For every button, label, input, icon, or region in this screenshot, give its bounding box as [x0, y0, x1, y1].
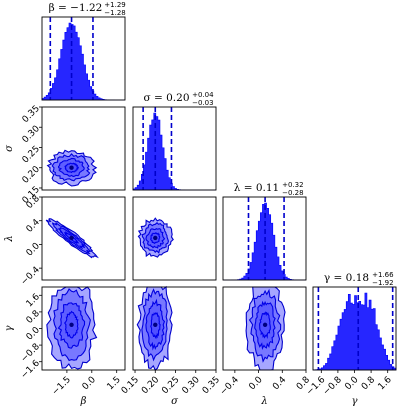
x-tick-label-1-4: 0.35	[201, 375, 222, 396]
y-tick-label-3-3: 0.8	[25, 309, 42, 326]
x-tick-label-1-0: 0.15	[120, 375, 141, 396]
panel-frame-2-3	[222, 286, 307, 371]
panel-title-3: γ = 0.18	[324, 272, 369, 284]
y-tick-label-3-4: 1.6	[25, 292, 42, 309]
x-tick-label-2-2: 0.4	[271, 375, 288, 392]
histogram-panel-2: λ = 0.11 +0.32−0.28	[223, 181, 306, 281]
contour-panel-2-3	[245, 286, 286, 371]
histogram-1	[132, 112, 216, 191]
median-point-1-2	[153, 235, 158, 241]
x-tick-label-3-4: 1.6	[377, 375, 394, 392]
median-point-1-3	[153, 322, 158, 327]
x-tick-label-2-1: 0.0	[247, 375, 264, 392]
y-tick-label-2-2: 0.4	[25, 217, 42, 234]
panel-frame-0-1	[41, 106, 126, 191]
histogram-panel-0: β = −1.22 +1.29−1.28	[41, 1, 126, 101]
y-tick-label-1-2: 0.25	[21, 144, 42, 165]
contour-2-3-3	[245, 286, 286, 371]
contour-panel-1-2	[137, 217, 174, 258]
panel-frame-2-2	[222, 196, 307, 281]
panel-title-2: λ = 0.11	[234, 182, 280, 194]
y-axis-label-1: σ	[4, 144, 15, 152]
contour-0-3-3	[46, 286, 98, 370]
histogram-0	[41, 22, 125, 101]
err-plus-1: +0.04	[192, 91, 214, 99]
x-tick-label-1-3: 0.30	[181, 375, 202, 396]
x-tick-label-1-1: 0.20	[140, 375, 161, 396]
err-minus-2: −0.28	[282, 189, 303, 197]
contour-panel-1-3	[136, 285, 173, 371]
y-tick-label-3-2: 0.0	[25, 325, 42, 342]
x-axis-label-2: λ	[260, 396, 267, 407]
err-plus-3: +1.66	[372, 271, 394, 279]
x-tick-label-1-2: 0.25	[160, 375, 181, 396]
x-axis-label-1: σ	[171, 396, 179, 407]
contour-panel-0-1	[46, 149, 98, 187]
x-tick-label-3-3: 0.8	[360, 375, 377, 392]
panel-frame-0-0	[41, 16, 126, 101]
histogram-panel-3: γ = 0.18 +1.66−1.92	[312, 271, 397, 371]
contour-panel-0-3	[46, 286, 98, 370]
median-point-2-3	[262, 322, 268, 327]
err-minus-0: −1.28	[104, 9, 125, 17]
x-axis-label-3: γ	[352, 396, 358, 407]
panel-frame-1-2	[132, 196, 217, 281]
contour-1-3-3	[136, 285, 173, 371]
median-point-0-2	[69, 235, 74, 241]
y-tick-label-1-4: 0.35	[21, 104, 42, 125]
histogram-3	[312, 292, 397, 371]
err-plus-0: +1.29	[104, 1, 125, 9]
panel-title-0: β = −1.22	[49, 2, 103, 14]
x-tick-label-3-2: 0.0	[343, 375, 360, 392]
histogram-panel-1: σ = 0.20 +0.04−0.03	[132, 91, 216, 191]
x-tick-label-0-0: −1.5	[50, 375, 73, 398]
y-axis-label-2: λ	[4, 235, 15, 242]
err-minus-1: −0.03	[192, 99, 213, 107]
y-tick-label-2-1: 0.0	[25, 241, 42, 258]
y-tick-label-1-1: 0.20	[21, 164, 42, 185]
x-tick-label-2-0: −0.4	[218, 375, 241, 398]
x-tick-label-0-1: 0.0	[81, 375, 98, 392]
contour-panel-0-2	[45, 218, 99, 259]
err-plus-2: +0.32	[282, 181, 303, 189]
y-axis-label-3: γ	[4, 325, 15, 331]
y-tick-label-1-3: 0.30	[21, 124, 42, 145]
err-minus-3: −1.92	[372, 279, 393, 287]
panel-title-1: σ = 0.20	[143, 92, 189, 104]
panel-frame-0-2	[41, 196, 126, 281]
x-tick-label-3-1: −0.8	[321, 375, 344, 398]
panel-frame-1-1	[132, 106, 217, 191]
panel-frame-1-3	[132, 286, 217, 371]
x-axis-label-0: β	[80, 396, 87, 407]
y-tick-label-3-1: −0.8	[19, 342, 42, 365]
median-point-0-3	[69, 322, 74, 327]
y-tick-label-2-0: −0.4	[19, 265, 42, 288]
median-point-0-1	[69, 165, 74, 170]
